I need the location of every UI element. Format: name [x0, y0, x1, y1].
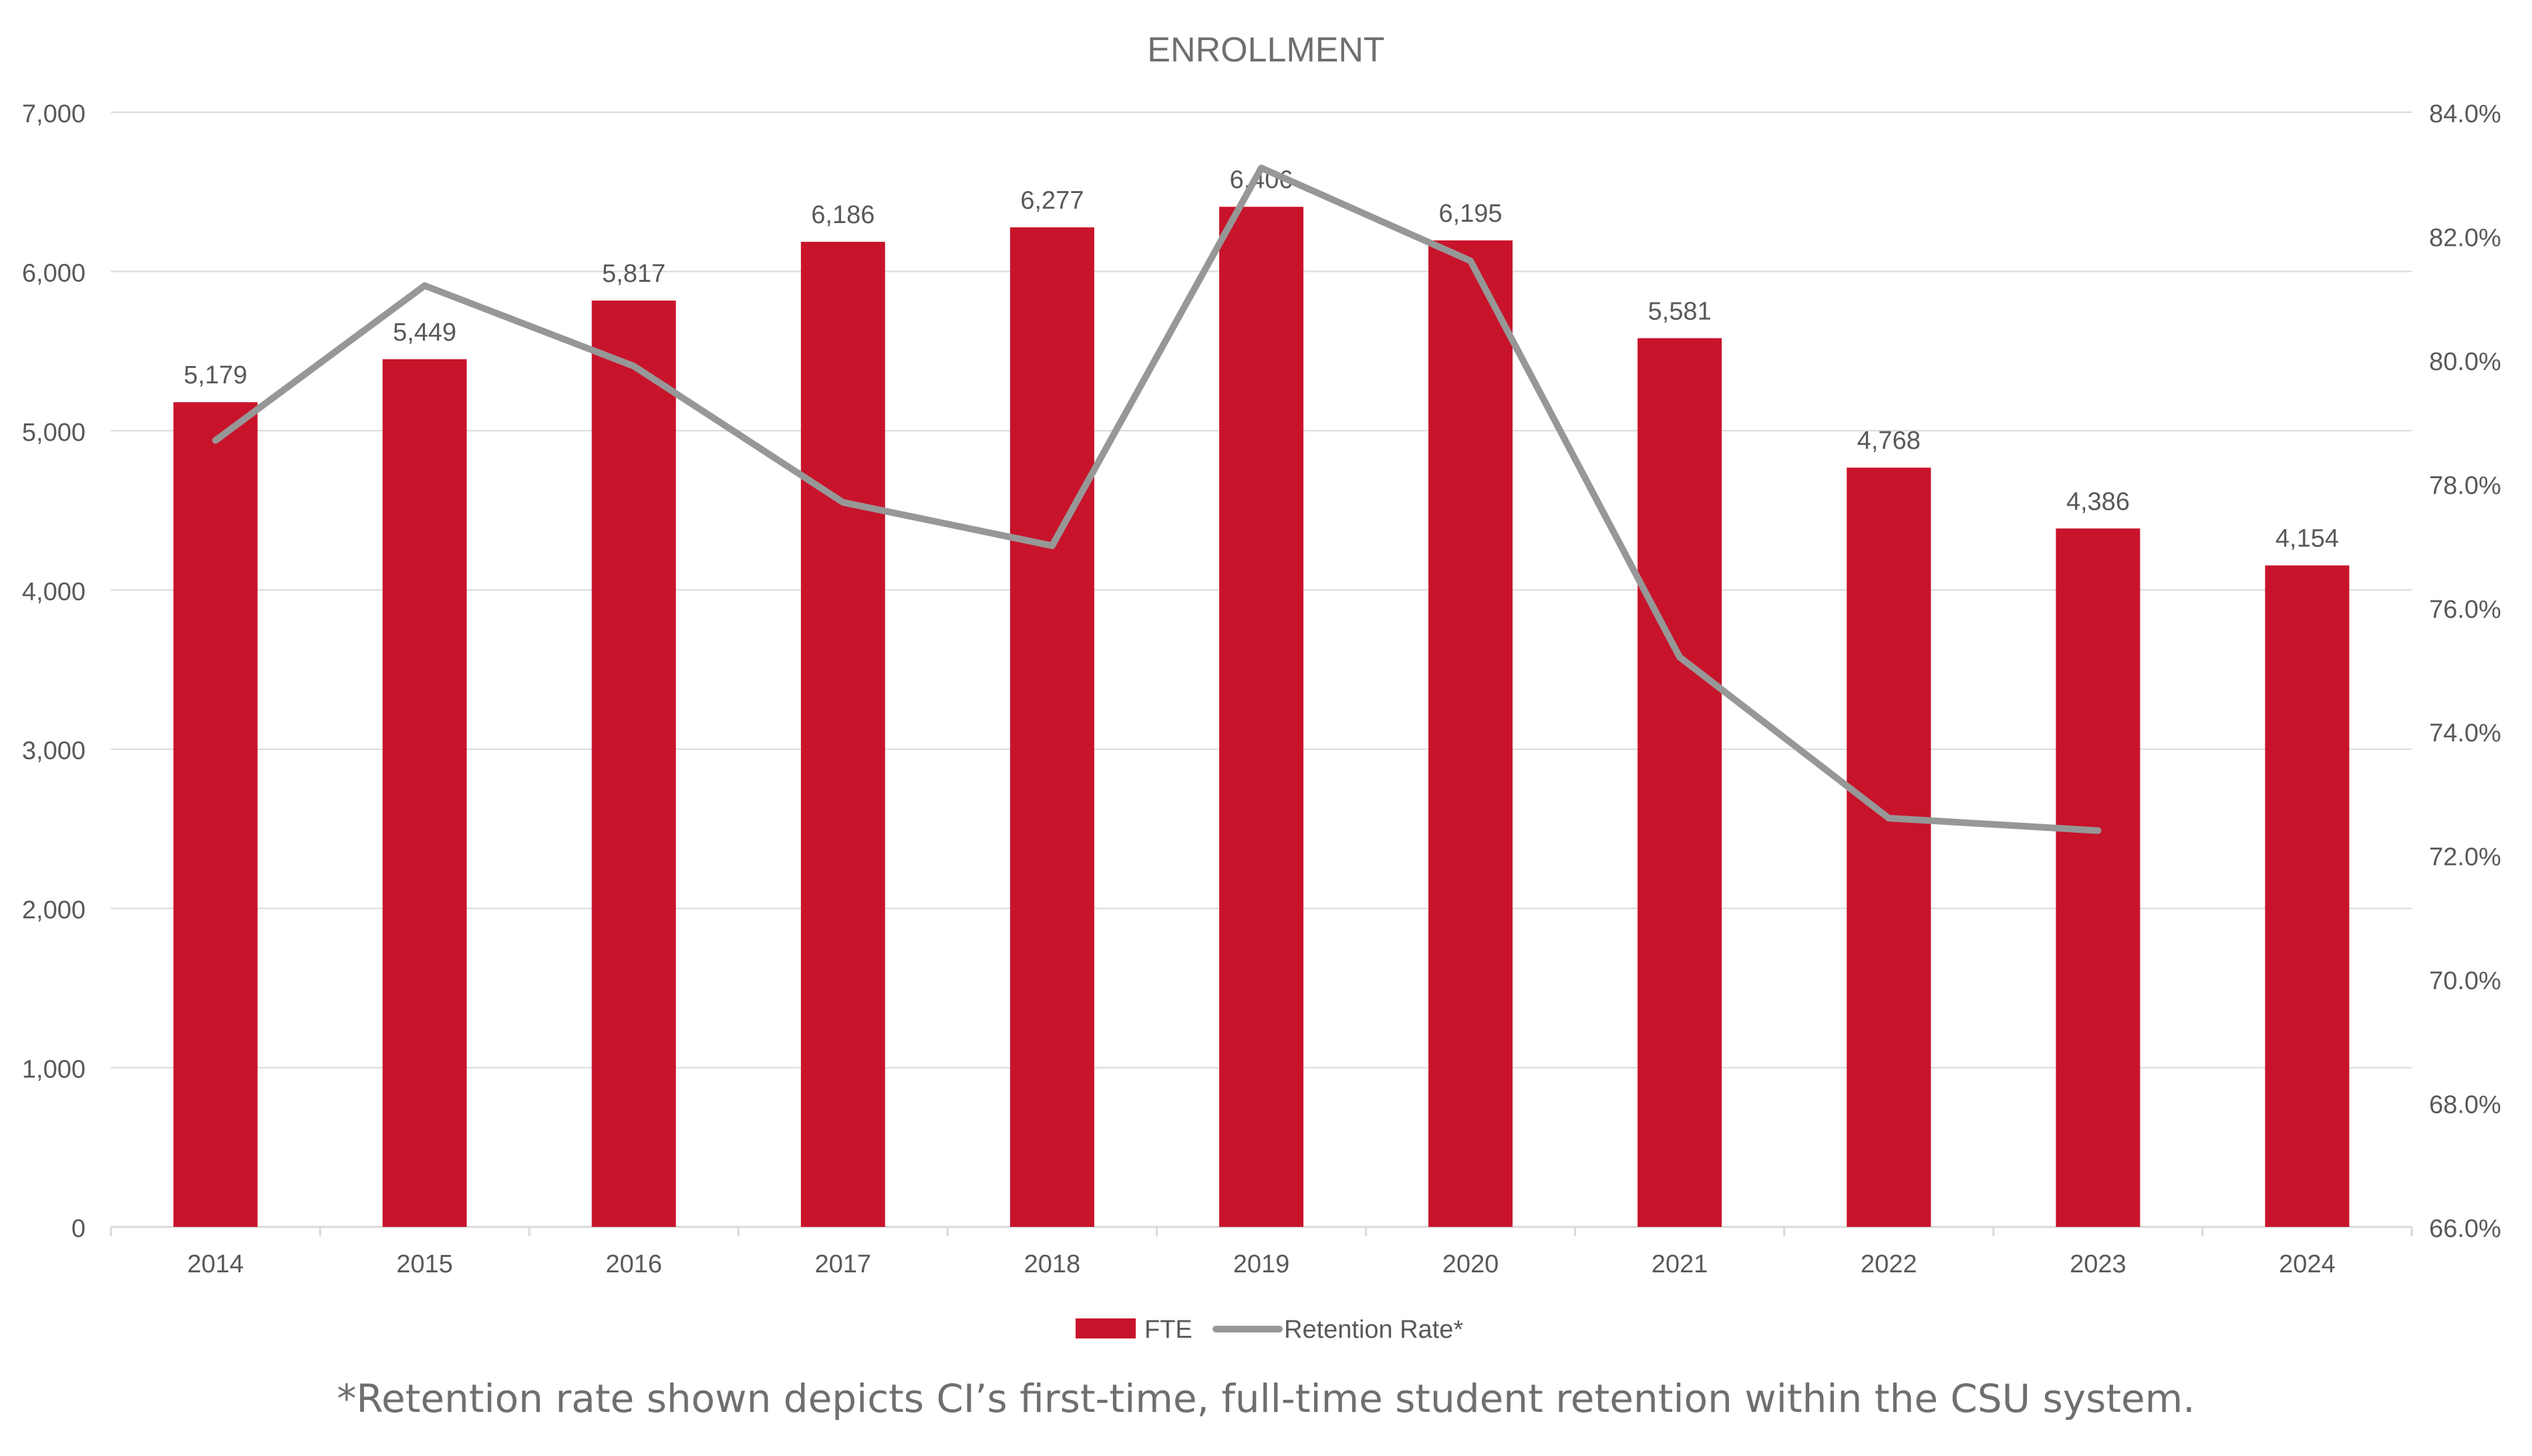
fte-data-label: 6,195 [1439, 200, 1502, 228]
fte-bar [173, 402, 258, 1227]
left-axis-tick-label: 1,000 [22, 1056, 86, 1084]
fte-data-label: 6,277 [1020, 186, 1084, 214]
x-axis-tick-label: 2015 [396, 1250, 453, 1278]
footnote: *Retention rate shown depicts CI’s first… [337, 1376, 2195, 1421]
right-axis-tick-label: 72.0% [2429, 844, 2501, 872]
right-axis-tick-label: 68.0% [2429, 1091, 2501, 1119]
x-axis-tick-label: 2024 [2279, 1250, 2336, 1278]
right-axis-tick-label: 74.0% [2429, 719, 2501, 747]
x-axis-tick-label: 2020 [1442, 1250, 1499, 1278]
x-axis-tick-label: 2021 [1651, 1250, 1708, 1278]
fte-bar [1428, 240, 1513, 1227]
right-axis-tick-label: 76.0% [2429, 596, 2501, 624]
right-axis-tick-label: 80.0% [2429, 348, 2501, 376]
x-axis-tick-label: 2022 [1861, 1250, 1917, 1278]
fte-bar [800, 242, 885, 1228]
fte-data-label: 4,386 [2066, 488, 2130, 516]
fte-data-label: 4,768 [1857, 427, 1921, 455]
x-axis-tick-label: 2023 [2070, 1250, 2126, 1278]
fte-data-label: 5,581 [1648, 297, 1712, 325]
fte-data-label: 5,449 [393, 319, 456, 347]
legend: FTE Retention Rate* [1076, 1316, 1463, 1344]
left-axis-tick-label: 0 [71, 1215, 86, 1243]
right-axis-tick-label: 66.0% [2429, 1215, 2501, 1243]
left-axis-tick-label: 3,000 [22, 737, 86, 765]
chart-title: ENROLLMENT [1147, 31, 1384, 69]
fte-bar [2265, 565, 2350, 1227]
fte-bar [382, 359, 467, 1227]
x-axis-tick-label: 2018 [1024, 1250, 1081, 1278]
fte-bar [1847, 468, 1931, 1227]
x-axis-tick-label: 2019 [1233, 1250, 1290, 1278]
legend-retention-label: Retention Rate* [1284, 1316, 1463, 1344]
fte-data-label: 4,154 [2275, 525, 2339, 553]
fte-bars [173, 206, 2350, 1228]
x-axis-tick-label: 2014 [187, 1250, 244, 1278]
fte-bar [1009, 227, 1094, 1228]
right-axis-tick-label: 78.0% [2429, 472, 2501, 500]
legend-fte-label: FTE [1144, 1316, 1193, 1344]
fte-bar [1219, 206, 1303, 1227]
retention-line [212, 164, 2102, 834]
left-axis-tick-label: 6,000 [22, 259, 86, 287]
fte-bar [591, 301, 676, 1227]
retention-rate-line [212, 164, 2102, 834]
x-axis-tick-label: 2017 [815, 1250, 872, 1278]
x-axis-tick-label: 2016 [605, 1250, 662, 1278]
fte-data-label: 6,186 [811, 201, 875, 229]
left-axis-tick-label: 7,000 [22, 100, 86, 128]
fte-bar [2056, 528, 2141, 1228]
legend-fte-swatch [1076, 1318, 1136, 1338]
left-axis-tick-label: 2,000 [22, 896, 86, 924]
fte-data-label: 5,817 [602, 260, 665, 288]
right-axis-tick-label: 70.0% [2429, 967, 2501, 995]
left-axis-tick-label: 4,000 [22, 578, 86, 606]
fte-bar [1637, 338, 1722, 1228]
right-axis-tick-label: 82.0% [2429, 224, 2501, 252]
right-axis-tick-label: 84.0% [2429, 100, 2501, 128]
left-axis-tick-label: 5,000 [22, 419, 86, 447]
fte-data-label: 5,179 [184, 361, 247, 389]
